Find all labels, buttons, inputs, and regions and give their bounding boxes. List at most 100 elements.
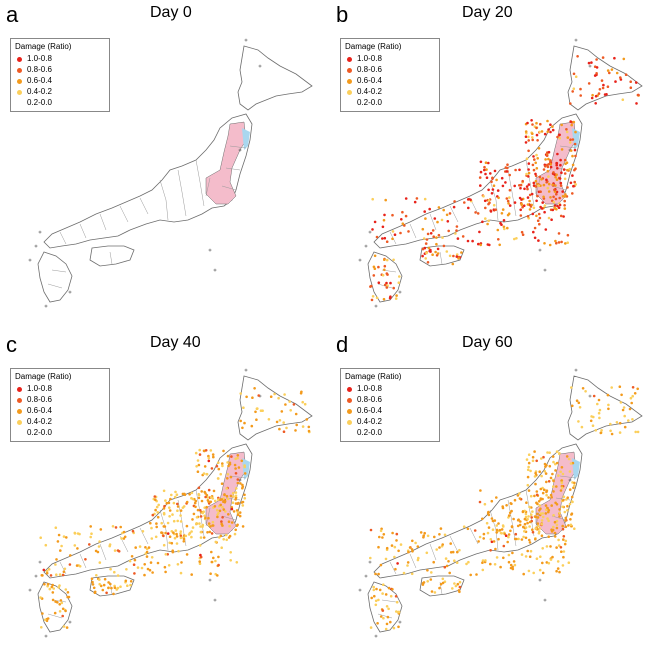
damage-dot xyxy=(535,493,539,497)
damage-dot xyxy=(503,227,506,231)
damage-dot xyxy=(182,505,186,508)
damage-dot xyxy=(538,222,541,226)
damage-dot xyxy=(169,497,172,501)
damage-dot xyxy=(243,493,246,497)
damage-dot xyxy=(537,239,540,242)
damage-dot xyxy=(426,580,429,583)
damage-dot xyxy=(542,168,546,171)
damage-dot xyxy=(495,531,498,534)
damage-dot xyxy=(451,550,455,554)
damage-dot xyxy=(532,168,536,172)
damage-dot xyxy=(396,610,400,614)
damage-dot xyxy=(395,532,399,536)
damage-dot xyxy=(613,56,616,60)
damage-dot xyxy=(220,482,224,485)
damage-dot xyxy=(537,524,540,528)
damage-dot xyxy=(513,184,516,188)
damage-dot xyxy=(99,584,103,588)
damage-dot xyxy=(393,555,396,559)
damage-dot xyxy=(561,472,565,476)
damage-dot xyxy=(195,522,198,525)
damage-dot xyxy=(154,535,158,539)
damage-dot xyxy=(506,540,509,544)
damage-dot xyxy=(150,537,154,540)
damage-dot xyxy=(458,580,462,584)
damage-dot xyxy=(533,226,537,230)
damage-dot xyxy=(217,461,220,464)
damage-dot xyxy=(601,56,605,59)
damage-dot xyxy=(556,204,559,208)
damage-dot xyxy=(385,546,389,550)
small-island xyxy=(208,248,212,252)
damage-dot xyxy=(146,567,150,571)
damage-dot xyxy=(212,455,215,459)
damage-dot xyxy=(433,591,437,594)
damage-dot xyxy=(502,219,506,222)
damage-dot xyxy=(205,505,208,509)
damage-dot xyxy=(267,418,271,421)
damage-dot xyxy=(231,491,235,495)
damage-dot xyxy=(578,406,582,409)
damage-dot xyxy=(569,523,573,527)
damage-dot xyxy=(75,564,79,567)
damage-dot xyxy=(196,459,200,462)
damage-dot xyxy=(241,504,245,507)
coastal-region-blue xyxy=(242,458,250,480)
prefecture-border xyxy=(159,509,169,551)
damage-dot xyxy=(516,524,520,528)
damage-dot xyxy=(552,171,555,174)
damage-dot xyxy=(528,555,532,558)
damage-dot xyxy=(557,232,561,235)
damage-dot xyxy=(220,522,223,526)
damage-dot xyxy=(225,487,228,490)
damage-dot xyxy=(282,430,286,433)
damage-dot xyxy=(225,494,229,498)
damage-dot xyxy=(561,505,564,509)
damage-dot xyxy=(546,517,549,520)
prefecture-border xyxy=(59,231,67,245)
damage-dot xyxy=(392,258,395,262)
damage-dot xyxy=(631,418,634,421)
damage-dot xyxy=(385,605,389,608)
damage-dot xyxy=(239,419,242,423)
damage-dot xyxy=(427,246,431,250)
damage-dot xyxy=(557,538,560,542)
damage-dot xyxy=(381,536,384,539)
damage-dot xyxy=(508,204,512,207)
damage-dot xyxy=(230,507,234,511)
damage-dot xyxy=(564,158,567,162)
damage-dot xyxy=(109,582,112,586)
damage-dot xyxy=(394,297,398,300)
damage-dot xyxy=(536,194,539,198)
damage-dot xyxy=(558,136,561,140)
damage-dot xyxy=(505,504,508,507)
damage-dot xyxy=(530,119,533,122)
damage-dot xyxy=(371,228,374,231)
damage-dot xyxy=(61,573,65,577)
damage-dot xyxy=(425,551,429,555)
damage-dot xyxy=(634,81,638,84)
panel-letter: b xyxy=(336,2,349,27)
damage-dot xyxy=(569,149,573,152)
damage-dot xyxy=(454,232,457,235)
damage-dot xyxy=(213,505,217,508)
damage-dot xyxy=(534,172,537,176)
damage-dot xyxy=(97,545,101,548)
damage-dot xyxy=(242,406,245,409)
damage-dot xyxy=(517,518,520,521)
damage-dot xyxy=(510,525,514,529)
damage-dot xyxy=(62,625,66,628)
damage-dot xyxy=(416,558,420,562)
damage-dot xyxy=(149,521,152,525)
damage-dot xyxy=(374,603,378,607)
damage-dot xyxy=(206,531,209,534)
damage-dot xyxy=(234,467,237,470)
damage-dot xyxy=(168,509,172,512)
damage-dot xyxy=(452,205,456,209)
damage-dot xyxy=(487,188,490,192)
damage-dot xyxy=(540,523,544,526)
damage-dot xyxy=(205,493,209,497)
damage-dot xyxy=(435,242,438,246)
damage-dot xyxy=(538,130,541,134)
damage-dot xyxy=(190,573,193,576)
